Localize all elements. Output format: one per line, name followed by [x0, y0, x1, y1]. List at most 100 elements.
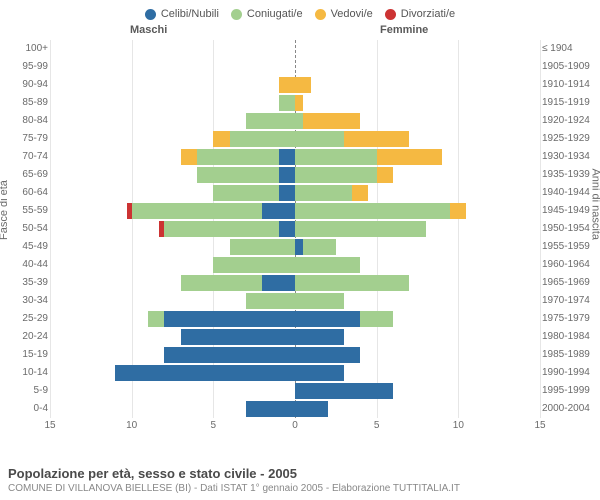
male-half	[50, 347, 295, 363]
bar-segment	[295, 275, 409, 291]
male-half	[50, 239, 295, 255]
bar-segment	[295, 311, 360, 327]
female-half	[295, 221, 540, 237]
bar-segment	[295, 239, 303, 255]
male-half	[50, 131, 295, 147]
male-half	[50, 311, 295, 327]
y-tick-birth: 1970-1974	[542, 296, 600, 306]
bar-segment	[213, 257, 295, 273]
bar-segment	[295, 257, 360, 273]
bar-segment	[279, 185, 295, 201]
bar-segment	[279, 167, 295, 183]
x-tick: 15	[44, 420, 55, 431]
bar-segment	[246, 293, 295, 309]
y-tick-age: 85-89	[0, 98, 48, 108]
x-tick: 5	[211, 420, 217, 431]
female-half	[295, 239, 540, 255]
chart-title: Popolazione per età, sesso e stato civil…	[8, 466, 592, 481]
pyramid-row	[50, 238, 540, 256]
x-axis: 15105051015	[50, 420, 540, 434]
bar-segment	[360, 311, 393, 327]
bar-segment	[295, 167, 377, 183]
y-tick-age: 70-74	[0, 152, 48, 162]
male-half	[50, 185, 295, 201]
bar-segment	[230, 239, 295, 255]
male-half	[50, 257, 295, 273]
pyramid-row	[50, 166, 540, 184]
bar-segment	[164, 347, 295, 363]
male-half	[50, 113, 295, 129]
chart-subtitle: COMUNE DI VILLANOVA BIELLESE (BI) - Dati…	[8, 483, 592, 494]
legend-item: Coniugati/e	[231, 8, 303, 20]
pyramid-row	[50, 256, 540, 274]
female-half	[295, 383, 540, 399]
pyramid-row	[50, 346, 540, 364]
y-tick-birth: 1965-1969	[542, 278, 600, 288]
bar-segment	[295, 347, 360, 363]
y-tick-age: 90-94	[0, 80, 48, 90]
pyramid-row	[50, 112, 540, 130]
legend-label: Celibi/Nubili	[161, 8, 219, 20]
y-tick-age: 35-39	[0, 278, 48, 288]
y-tick-age: 25-29	[0, 314, 48, 324]
y-tick-birth: 1960-1964	[542, 260, 600, 270]
female-half	[295, 131, 540, 147]
bar-segment	[164, 311, 295, 327]
bar-segment	[279, 221, 295, 237]
bar-segment	[295, 77, 311, 93]
grid-line	[540, 40, 541, 418]
bar-segment	[197, 167, 279, 183]
y-tick-birth: 1920-1924	[542, 116, 600, 126]
bar-segment	[181, 149, 197, 165]
bar-segment	[246, 113, 295, 129]
female-half	[295, 257, 540, 273]
male-half	[50, 329, 295, 345]
bar-segment	[377, 149, 442, 165]
bar-segment	[295, 185, 352, 201]
bar-segment	[279, 77, 295, 93]
pyramid-row	[50, 76, 540, 94]
y-tick-age: 100+	[0, 44, 48, 54]
female-half	[295, 113, 540, 129]
y-tick-age: 10-14	[0, 368, 48, 378]
plot-area: Fasce di età Anni di nascita 100+95-9990…	[0, 40, 600, 440]
female-half	[295, 365, 540, 381]
legend-label: Vedovi/e	[331, 8, 373, 20]
male-half	[50, 401, 295, 417]
legend-swatch	[231, 9, 242, 20]
female-half	[295, 275, 540, 291]
bar-segment	[262, 203, 295, 219]
y-tick-birth: 1975-1979	[542, 314, 600, 324]
y-tick-birth: 1905-1909	[542, 62, 600, 72]
y-tick-birth: 1955-1959	[542, 242, 600, 252]
pyramid-row	[50, 310, 540, 328]
bar-segment	[295, 203, 450, 219]
pyramid-row	[50, 94, 540, 112]
pyramid-row	[50, 382, 540, 400]
y-tick-age: 50-54	[0, 224, 48, 234]
y-tick-age: 95-99	[0, 62, 48, 72]
female-half	[295, 293, 540, 309]
plot	[50, 40, 540, 418]
male-half	[50, 275, 295, 291]
bar-segment	[181, 275, 263, 291]
bar-segment	[295, 401, 328, 417]
female-half	[295, 185, 540, 201]
female-half	[295, 311, 540, 327]
female-half	[295, 167, 540, 183]
y-tick-birth: 1945-1949	[542, 206, 600, 216]
pyramid-row	[50, 220, 540, 238]
bar-segment	[115, 365, 295, 381]
female-half	[295, 203, 540, 219]
y-tick-birth: 1930-1934	[542, 152, 600, 162]
bar-segment	[295, 329, 344, 345]
pyramid-row	[50, 202, 540, 220]
male-half	[50, 221, 295, 237]
pyramid-row	[50, 292, 540, 310]
y-tick-age: 60-64	[0, 188, 48, 198]
male-half	[50, 293, 295, 309]
male-half	[50, 77, 295, 93]
bar-segment	[295, 383, 393, 399]
female-half	[295, 77, 540, 93]
y-tick-age: 15-19	[0, 350, 48, 360]
